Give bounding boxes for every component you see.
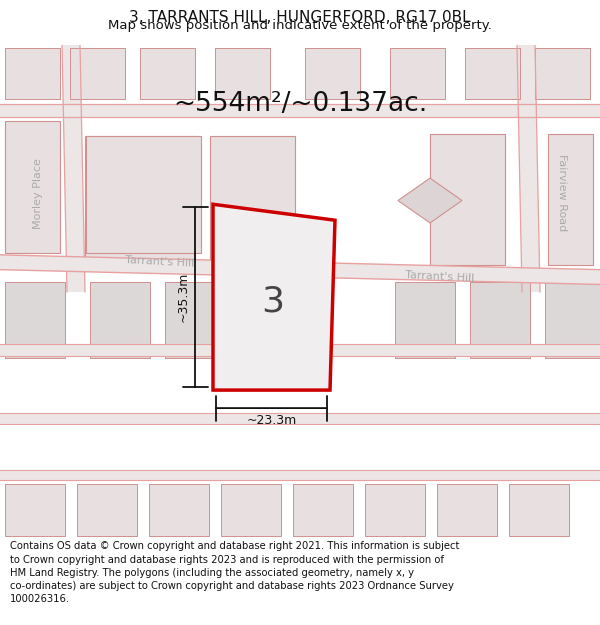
- Text: Morley Place: Morley Place: [33, 158, 43, 229]
- Bar: [149, 472, 209, 479]
- Polygon shape: [0, 255, 600, 284]
- Bar: [5, 346, 65, 354]
- Bar: [395, 282, 455, 358]
- Bar: [70, 48, 125, 99]
- Text: Fairview Road: Fairview Road: [557, 154, 567, 232]
- Bar: [210, 136, 295, 262]
- Bar: [77, 415, 137, 422]
- Bar: [221, 415, 281, 422]
- Text: ~35.3m: ~35.3m: [177, 272, 190, 322]
- Bar: [437, 484, 497, 536]
- Polygon shape: [62, 45, 85, 292]
- Bar: [509, 415, 569, 422]
- Bar: [5, 415, 65, 422]
- Bar: [305, 48, 360, 99]
- Bar: [535, 48, 590, 99]
- Bar: [390, 48, 445, 99]
- Bar: [437, 346, 497, 354]
- Polygon shape: [517, 45, 540, 292]
- Text: Contains OS data © Crown copyright and database right 2021. This information is : Contains OS data © Crown copyright and d…: [10, 541, 460, 604]
- Text: 3: 3: [261, 284, 284, 318]
- Bar: [149, 346, 209, 354]
- Text: Tarrant's Hill: Tarrant's Hill: [125, 256, 195, 269]
- Bar: [221, 484, 281, 536]
- Bar: [221, 472, 281, 479]
- Polygon shape: [213, 204, 335, 390]
- Bar: [77, 484, 137, 536]
- Bar: [365, 415, 425, 422]
- Bar: [77, 472, 137, 479]
- Bar: [5, 472, 65, 479]
- Polygon shape: [0, 413, 600, 424]
- Polygon shape: [0, 104, 600, 117]
- Bar: [509, 472, 569, 479]
- Bar: [5, 484, 65, 536]
- Bar: [365, 346, 425, 354]
- Bar: [509, 346, 569, 354]
- Bar: [215, 48, 270, 99]
- Bar: [86, 136, 201, 253]
- Text: 3, TARRANTS HILL, HUNGERFORD, RG17 0BL: 3, TARRANTS HILL, HUNGERFORD, RG17 0BL: [129, 10, 471, 25]
- Bar: [437, 472, 497, 479]
- Bar: [221, 346, 281, 354]
- Polygon shape: [0, 344, 600, 356]
- Text: ~23.3m: ~23.3m: [247, 414, 296, 427]
- Bar: [165, 282, 225, 358]
- Bar: [430, 134, 505, 264]
- Bar: [140, 48, 195, 99]
- Bar: [5, 121, 60, 253]
- Polygon shape: [0, 469, 600, 481]
- Bar: [149, 484, 209, 536]
- Text: ~554m²/~0.137ac.: ~554m²/~0.137ac.: [173, 91, 427, 118]
- Bar: [365, 472, 425, 479]
- Bar: [90, 282, 150, 358]
- Bar: [365, 484, 425, 536]
- Bar: [77, 346, 137, 354]
- Text: Map shows position and indicative extent of the property.: Map shows position and indicative extent…: [108, 19, 492, 31]
- Bar: [149, 415, 209, 422]
- Bar: [545, 282, 600, 358]
- Bar: [548, 134, 593, 264]
- Polygon shape: [398, 178, 462, 223]
- Bar: [293, 415, 353, 422]
- Bar: [5, 282, 65, 358]
- Bar: [85, 136, 195, 264]
- Bar: [470, 282, 530, 358]
- Bar: [293, 346, 353, 354]
- Bar: [465, 48, 520, 99]
- Bar: [293, 472, 353, 479]
- Bar: [5, 48, 60, 99]
- Text: Tarrant's Hill: Tarrant's Hill: [405, 270, 475, 284]
- Bar: [293, 484, 353, 536]
- Bar: [509, 484, 569, 536]
- Bar: [437, 415, 497, 422]
